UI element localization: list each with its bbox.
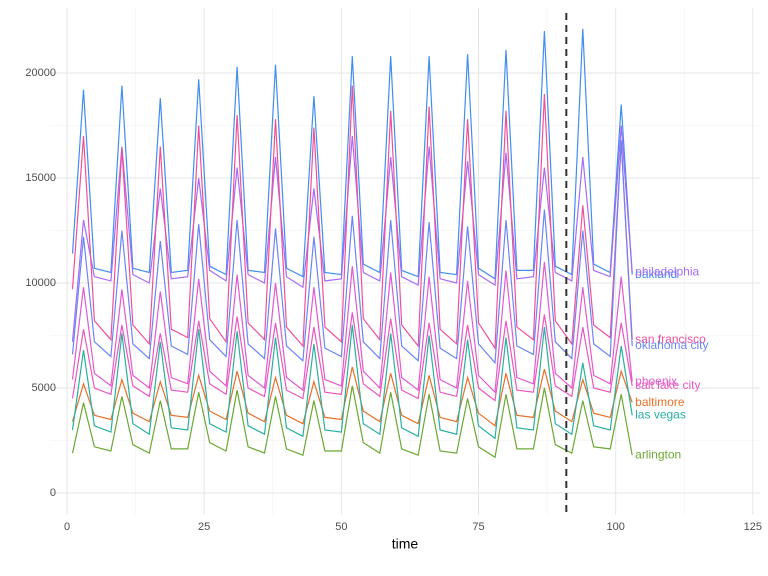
grid	[50, 8, 760, 515]
series-label: baltimore	[635, 395, 685, 409]
series-label: oakland	[635, 267, 677, 281]
x-axis-title: time	[392, 536, 419, 552]
y-tick-label: 10000	[25, 277, 56, 289]
series-label: phoenix	[635, 374, 677, 388]
series-line	[71, 312, 633, 402]
x-tick-label: 125	[744, 521, 762, 533]
series-label: las vegas	[635, 407, 686, 421]
series-label: oklahoma city	[635, 338, 708, 352]
series-line	[71, 324, 633, 440]
y-tick-label: 15000	[25, 172, 56, 184]
lines	[71, 28, 633, 459]
series-line	[71, 85, 633, 350]
y-tick-label: 20000	[25, 67, 56, 79]
series-line	[71, 366, 633, 427]
x-tick-label: 50	[335, 521, 347, 533]
series-label: salt lake city	[635, 378, 700, 392]
x-tick-label: 25	[198, 521, 210, 533]
series-line	[71, 125, 633, 342]
y-tick-label: 5000	[32, 382, 56, 394]
series-label: philadelphia	[635, 265, 699, 279]
series-line	[71, 385, 633, 459]
series-line	[71, 28, 633, 280]
y-tick-label: 0	[50, 487, 56, 499]
x-tick-label: 100	[607, 521, 625, 533]
series-line	[71, 140, 633, 365]
series-line	[71, 261, 633, 394]
series-label: san francisco	[635, 332, 706, 346]
x-tick-label: 75	[472, 521, 484, 533]
series-label: arlington	[635, 447, 681, 461]
x-tick-label: 0	[64, 521, 70, 533]
